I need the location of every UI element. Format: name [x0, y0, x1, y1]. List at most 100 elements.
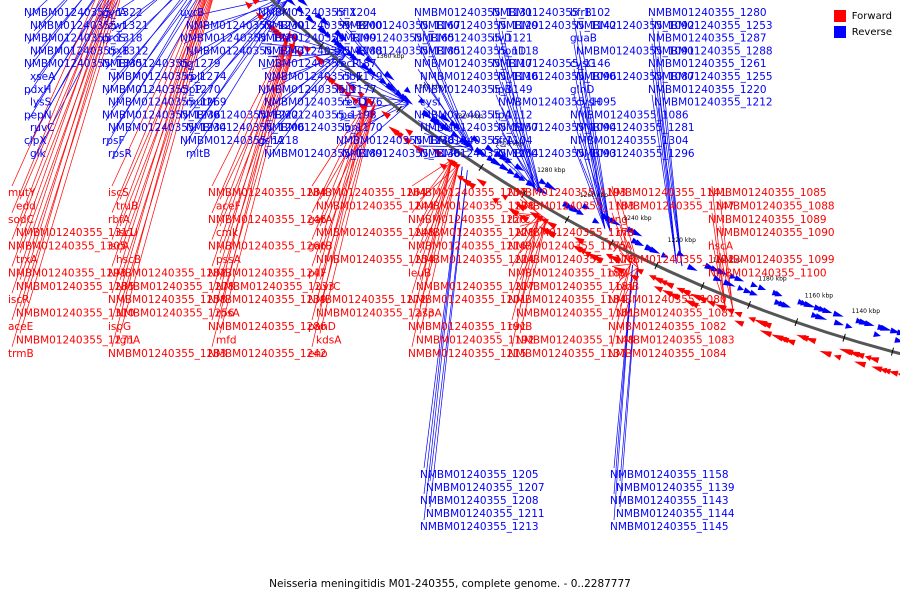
reverse-gene-label: recD: [342, 97, 366, 109]
forward-gene-label: edd: [16, 200, 36, 212]
leader-line: [105, 0, 181, 96]
leader-line: [33, 0, 95, 83]
reverse-gene-label: NMBM01240355_1145: [610, 521, 729, 533]
reverse-gene-feature: [737, 284, 744, 291]
reverse-gene-label: pdxH: [24, 84, 51, 96]
reverse-gene-label: mutM: [186, 97, 216, 109]
forward-gene-label: NMBM01240355_1161: [516, 308, 635, 320]
forward-gene-label: trmB: [8, 348, 34, 360]
forward-gene-label: truB: [116, 200, 138, 212]
forward-gene-feature: [683, 299, 696, 307]
forward-gene-feature: [756, 320, 768, 328]
forward-gene-label: NMBM01240355_1282: [108, 267, 227, 279]
leader-line: [501, 30, 542, 193]
forward-gene-label: bioB: [616, 281, 639, 293]
forward-gene-feature: [717, 305, 726, 311]
reverse-gene-feature: [401, 95, 414, 105]
leader-line: [573, 120, 606, 229]
leader-line: [423, 166, 463, 495]
reverse-gene-label: NMBM01240355_1121: [414, 33, 533, 45]
leader-line: [423, 149, 474, 160]
leader-line: [189, 0, 288, 108]
forward-gene-feature: [575, 246, 584, 253]
forward-gene-label: NMBM01240355_1310: [16, 308, 135, 320]
reverse-gene-feature: [729, 273, 737, 279]
reverse-gene-label: NMBM01240355_1092: [576, 20, 695, 32]
reverse-gene-feature: [581, 202, 591, 210]
leader-line: [27, 0, 94, 95]
forward-gene-feature: [847, 351, 861, 358]
leader-line: [657, 81, 683, 267]
leader-line: [501, 107, 542, 193]
reverse-gene-feature: [336, 42, 347, 52]
leader-line: [11, 0, 107, 267]
forward-gene-feature: [695, 296, 708, 304]
forward-gene-feature: [534, 214, 544, 222]
forward-gene-label: NMBM01240355_1305: [8, 241, 127, 253]
legend: Forward Reverse: [833, 8, 892, 40]
kbp-ticks: 1460 kbp1440 kbp1420 kbp1400 kbp1380 kbp…: [281, 8, 900, 356]
leader-line: [651, 17, 677, 264]
reverse-gene-feature: [844, 322, 853, 329]
forward-gene-label: NMBM01240355_1226: [408, 214, 527, 226]
reverse-gene-label: NMBM01240355_1094: [498, 122, 617, 134]
leader-line: [345, 103, 409, 160]
leader-line: [719, 199, 734, 310]
forward-gene-feature: [676, 287, 686, 294]
reverse-gene-label: bfrA: [492, 135, 515, 147]
reverse-gene-label: lon: [342, 122, 358, 134]
forward-gene-feature: [648, 275, 657, 281]
leader-line: [111, 0, 203, 267]
forward-gene-label: ispG: [108, 321, 131, 333]
forward-gene-label: NMBM01240355_1228: [416, 227, 535, 239]
leader-line: [519, 219, 547, 254]
reverse-gene-label: NMBM01240355_1335: [24, 58, 143, 70]
forward-gene-feature: [529, 211, 539, 219]
forward-gene-feature: [670, 293, 679, 300]
leader-line: [419, 164, 460, 307]
forward-gene-feature: [613, 257, 622, 264]
leader-line: [105, 0, 135, 19]
legend-forward-label: Forward: [851, 10, 892, 22]
kbp-tick: [478, 163, 484, 171]
forward-gene-feature: [464, 180, 477, 190]
reverse-gene-feature: [634, 239, 645, 247]
leader-line: [423, 81, 474, 151]
reverse-gene-label: NMBM01240355_1136: [342, 148, 461, 160]
forward-gene-feature: [288, 43, 296, 50]
forward-gene-label: NMBM01240355_1285: [16, 281, 135, 293]
reverse-gene-label: NMBM01240355_1280: [648, 7, 767, 19]
reverse-gene-label: NMBM01240355_1236: [102, 109, 221, 121]
forward-gene-label: NMBM01240355_1083: [616, 334, 735, 346]
leader-line: [711, 266, 726, 307]
reverse-gene-label: NMBM01240355_1212: [654, 97, 773, 109]
leader-line: [111, 0, 198, 187]
leader-line: [27, 0, 83, 70]
reverse-gene-feature: [676, 250, 685, 257]
leader-line: [33, 0, 65, 32]
reverse-gene-label: bfrB: [570, 7, 592, 19]
leader-line: [189, 0, 288, 134]
leader-line: [411, 159, 453, 321]
reverse-gene-label: NMBM01240355_1149: [414, 84, 533, 96]
forward-gene-feature: [343, 90, 352, 99]
forward-gene-label: typA: [608, 241, 633, 253]
leader-line: [495, 43, 536, 190]
reverse-gene-feature: [360, 62, 372, 73]
forward-gene-feature: [888, 370, 899, 377]
leader-line: [573, 145, 606, 229]
reverse-gene-label: NMBM01240355_1229: [180, 33, 299, 45]
reverse-gene-feature: [440, 123, 452, 133]
kbp-tick: [356, 74, 363, 82]
forward-gene-label: NMBM01240355_1238: [416, 200, 535, 212]
leader-line: [423, 166, 463, 469]
reverse-gene-label: cysI: [420, 97, 441, 109]
reverse-gene-label: NMBM01240355_1199: [258, 33, 377, 45]
leader-line: [345, 56, 409, 105]
forward-gene-feature: [295, 49, 304, 58]
leader-line: [267, 53, 347, 134]
forward-gene-label: NMBM01240355_1244: [316, 200, 435, 212]
forward-gene-label: NMBM01240355_1090: [716, 227, 835, 239]
forward-gene-label: mfd: [216, 334, 237, 346]
reverse-gene-feature: [894, 336, 900, 343]
